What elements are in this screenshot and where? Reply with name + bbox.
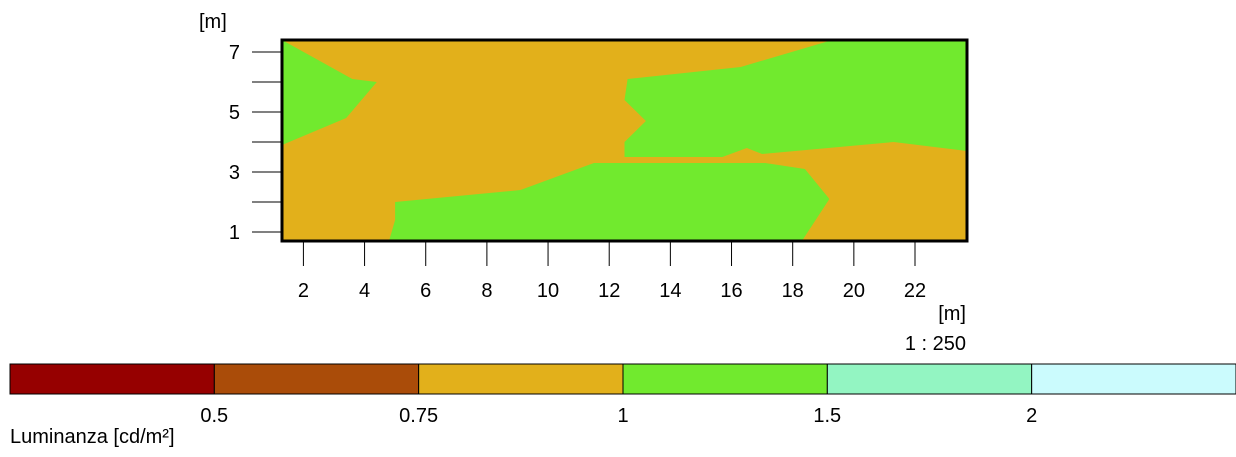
y-tick-label: 1 xyxy=(229,222,240,244)
x-tick-label: 6 xyxy=(420,280,431,302)
legend-threshold-label: 0.75 xyxy=(399,405,439,427)
y-tick-label: 7 xyxy=(229,42,240,64)
region-1-1.5-2 xyxy=(624,40,967,157)
legend-threshold-label: 1.5 xyxy=(813,405,842,427)
y-tick-label: 3 xyxy=(229,162,240,184)
legend-swatch xyxy=(1031,363,1236,395)
x-tick-label: 12 xyxy=(598,280,620,302)
region-1-1.5-3 xyxy=(389,163,830,241)
x-tick-label: 20 xyxy=(843,280,865,302)
legend-swatch xyxy=(826,363,1033,395)
x-tick-label: 10 xyxy=(537,280,559,302)
legend-threshold-label: 2 xyxy=(1026,405,1038,427)
legend-swatch xyxy=(622,363,828,395)
legend-swatch xyxy=(213,363,420,395)
x-tick-label: 8 xyxy=(481,280,492,302)
legend-swatch xyxy=(418,363,624,395)
plot-frame xyxy=(280,38,969,243)
y-tick-label: 5 xyxy=(229,102,240,124)
x-tick-label: 16 xyxy=(720,280,742,302)
x-axis-unit: [m] xyxy=(938,303,966,325)
x-tick-label: 4 xyxy=(359,280,370,302)
legend-threshold-label: 1 xyxy=(617,405,629,427)
y-axis-unit: [m] xyxy=(199,11,227,33)
axes: 2 4 6 8 10 12 14 16 18 20 22 1 3 5 7 xyxy=(229,42,926,302)
x-tick-label: 18 xyxy=(782,280,804,302)
x-tick-label: 2 xyxy=(298,280,309,302)
plot-area xyxy=(280,38,969,243)
x-tick-label: 14 xyxy=(659,280,681,302)
region-1-1.5-1 xyxy=(282,40,377,145)
legend-title: Luminanza [cd/m²] xyxy=(10,426,175,448)
color-legend xyxy=(9,363,1236,395)
legend-swatch xyxy=(9,363,215,395)
legend-threshold-label: 0.5 xyxy=(200,405,229,427)
scale-label: 1 : 250 xyxy=(905,333,966,355)
x-tick-label: 22 xyxy=(904,280,926,302)
